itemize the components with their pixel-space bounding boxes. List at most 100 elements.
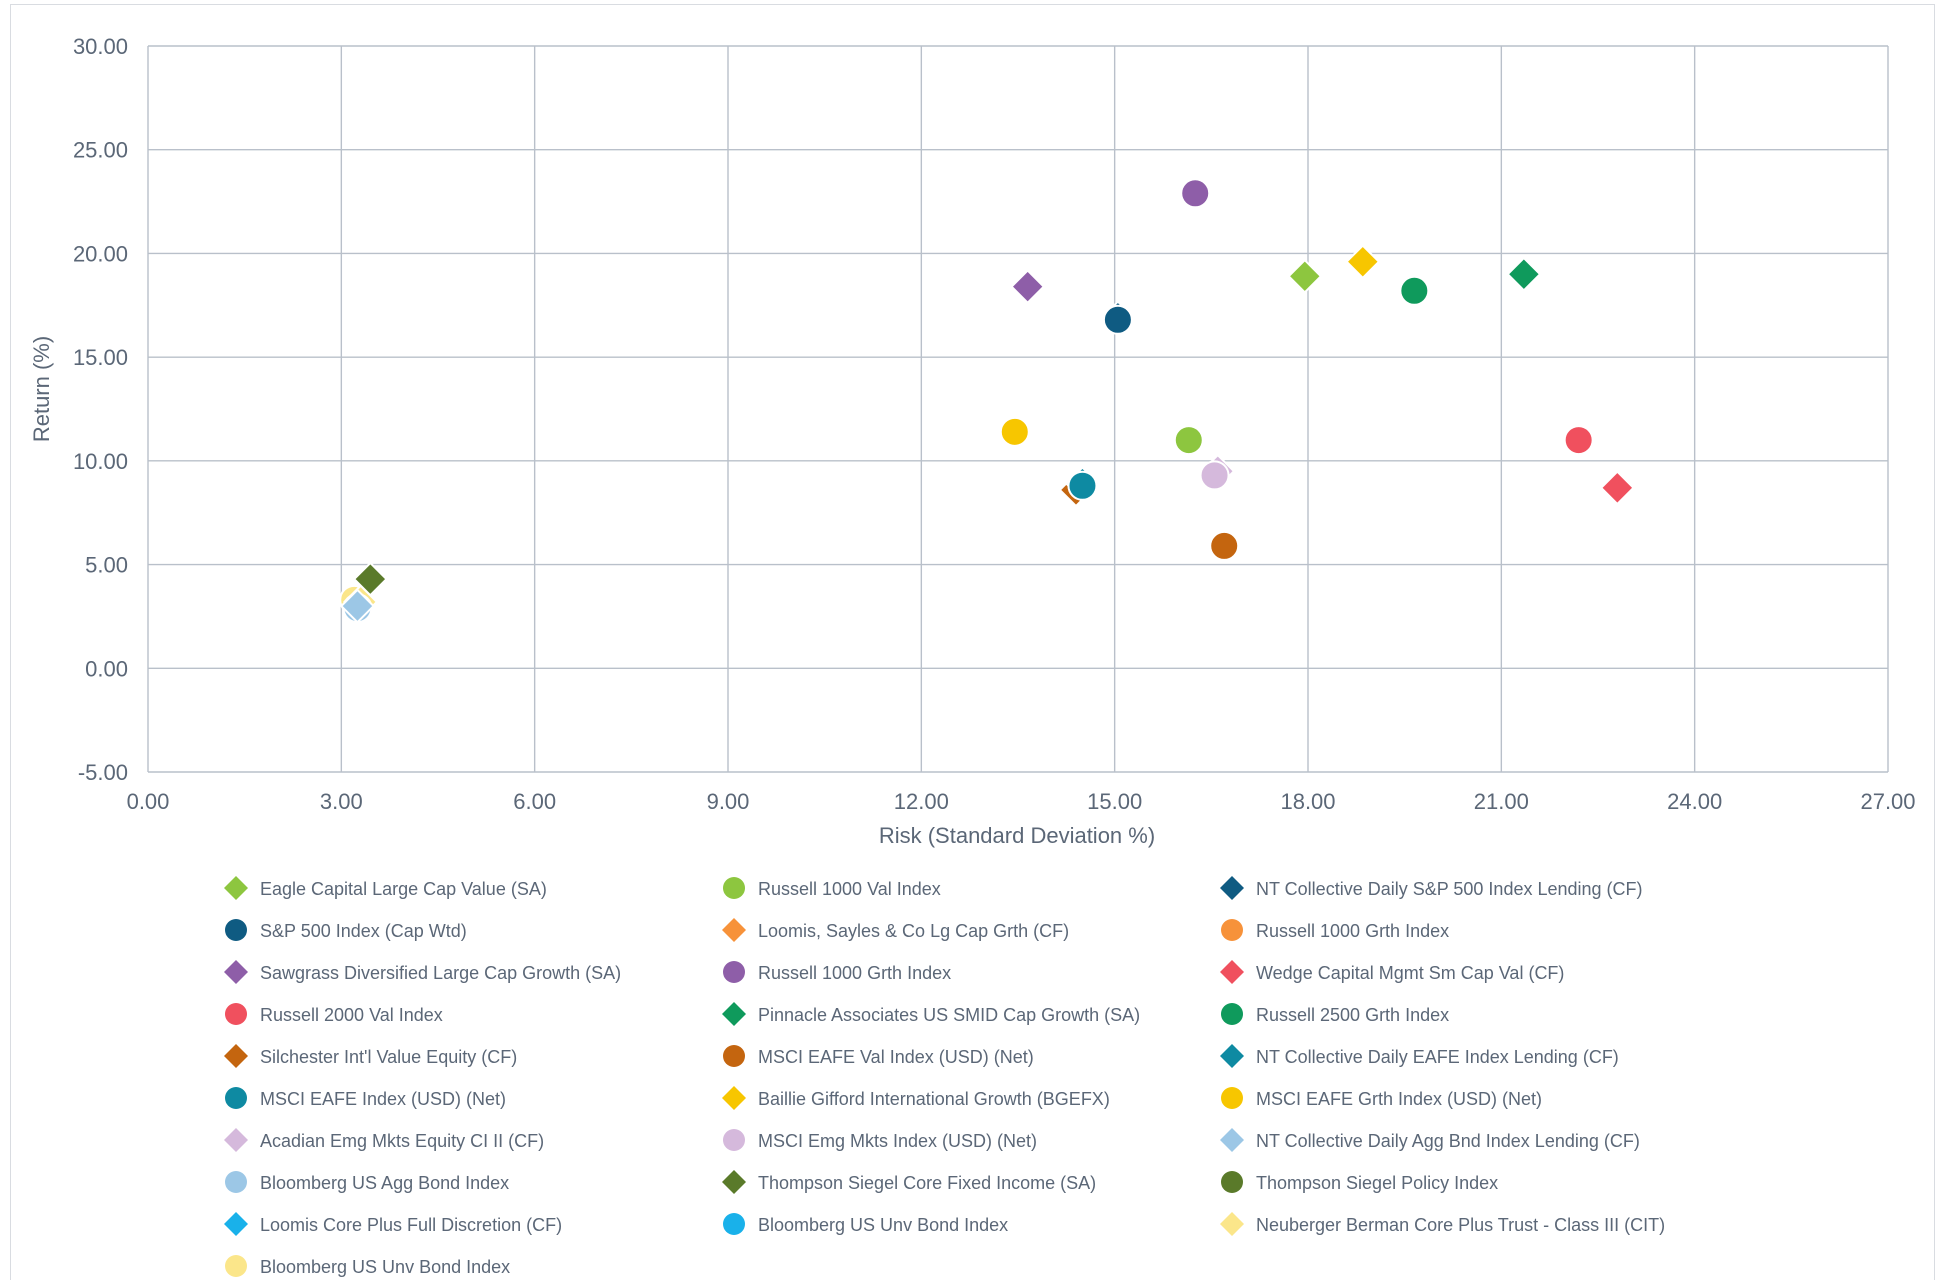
legend-item[interactable]: Silchester Int'l Value Equity (CF) xyxy=(224,1044,517,1068)
legend-label: Bloomberg US Unv Bond Index xyxy=(758,1215,1008,1235)
legend-label: Loomis Core Plus Full Discretion (CF) xyxy=(260,1215,562,1235)
legend-item[interactable]: Russell 1000 Grth Index xyxy=(1221,919,1449,941)
legend-circle-marker xyxy=(225,919,247,941)
legend-label: Eagle Capital Large Cap Value (SA) xyxy=(260,879,547,899)
legend-label: Russell 2000 Val Index xyxy=(260,1005,443,1025)
fund-point-6 xyxy=(1012,271,1044,303)
legend-item[interactable]: Russell 1000 Val Index xyxy=(723,877,941,899)
legend-item[interactable]: Bloomberg US Unv Bond Index xyxy=(723,1213,1008,1235)
y-tick-label: 0.00 xyxy=(85,656,128,681)
x-tick-label: 3.00 xyxy=(320,789,363,814)
legend-diamond-marker xyxy=(224,1044,248,1068)
y-tick-label: -5.00 xyxy=(78,760,128,785)
legend-item[interactable]: NT Collective Daily EAFE Index Lending (… xyxy=(1220,1044,1619,1068)
fund-point-16 xyxy=(1347,246,1379,278)
x-tick-label: 15.00 xyxy=(1087,789,1142,814)
legend-label: MSCI EAFE Grth Index (USD) (Net) xyxy=(1256,1089,1542,1109)
legend-diamond-marker xyxy=(1220,1128,1244,1152)
legend-circle-marker xyxy=(1221,1171,1243,1193)
legend-diamond-marker xyxy=(224,960,248,984)
legend-circle-marker xyxy=(1221,1003,1243,1025)
legend-circle-marker xyxy=(225,1171,247,1193)
legend: Eagle Capital Large Cap Value (SA) Russel… xyxy=(224,876,1665,1277)
legend-item[interactable]: Sawgrass Diversified Large Cap Growth (S… xyxy=(224,960,621,984)
legend-label: Pinnacle Associates US SMID Cap Growth (… xyxy=(758,1005,1140,1025)
x-tick-label: 18.00 xyxy=(1280,789,1335,814)
index-point-7 xyxy=(1181,179,1209,207)
legend-item[interactable]: Neuberger Berman Core Plus Trust - Class… xyxy=(1220,1212,1665,1236)
legend-item[interactable]: Russell 1000 Grth Index xyxy=(723,961,951,983)
legend-label: Loomis, Sayles & Co Lg Cap Grth (CF) xyxy=(758,921,1069,941)
legend-label: Bloomberg US Agg Bond Index xyxy=(260,1173,509,1193)
y-tick-label: 25.00 xyxy=(73,138,128,163)
legend-label: Neuberger Berman Core Plus Trust - Class… xyxy=(1256,1215,1665,1235)
legend-label: MSCI EAFE Val Index (USD) (Net) xyxy=(758,1047,1034,1067)
legend-item[interactable]: Loomis, Sayles & Co Lg Cap Grth (CF) xyxy=(722,918,1069,942)
legend-item[interactable]: MSCI EAFE Val Index (USD) (Net) xyxy=(723,1045,1034,1067)
legend-item[interactable]: Thompson Siegel Core Fixed Income (SA) xyxy=(722,1170,1096,1194)
legend-item[interactable]: S&P 500 Index (Cap Wtd) xyxy=(225,919,467,941)
index-point-19 xyxy=(1201,461,1229,489)
legend-item[interactable]: MSCI Emg Mkts Index (USD) (Net) xyxy=(723,1129,1037,1151)
legend-circle-marker xyxy=(723,1045,745,1067)
legend-item[interactable]: Eagle Capital Large Cap Value (SA) xyxy=(224,876,547,900)
legend-label: Russell 2500 Grth Index xyxy=(1256,1005,1449,1025)
legend-item[interactable]: Thompson Siegel Policy Index xyxy=(1221,1171,1498,1193)
legend-label: S&P 500 Index (Cap Wtd) xyxy=(260,921,467,941)
legend-item[interactable]: MSCI EAFE Grth Index (USD) (Net) xyxy=(1221,1087,1542,1109)
legend-label: Russell 1000 Grth Index xyxy=(758,963,951,983)
x-axis-title: Risk (Standard Deviation %) xyxy=(879,823,1155,848)
legend-label: NT Collective Daily EAFE Index Lending (… xyxy=(1256,1047,1619,1067)
legend-diamond-marker xyxy=(722,1170,746,1194)
legend-item[interactable]: NT Collective Daily Agg Bnd Index Lendin… xyxy=(1220,1128,1640,1152)
legend-item[interactable]: Russell 2000 Val Index xyxy=(225,1003,443,1025)
legend-diamond-marker xyxy=(1220,1212,1244,1236)
index-point-17 xyxy=(1001,418,1029,446)
x-tick-label: 0.00 xyxy=(127,789,170,814)
legend-diamond-marker xyxy=(1220,960,1244,984)
legend-label: Acadian Emg Mkts Equity CI II (CF) xyxy=(260,1131,544,1151)
legend-diamond-marker xyxy=(722,918,746,942)
legend-item[interactable]: Pinnacle Associates US SMID Cap Growth (… xyxy=(722,1002,1140,1026)
legend-label: Russell 1000 Grth Index xyxy=(1256,921,1449,941)
legend-label: Bloomberg US Unv Bond Index xyxy=(260,1257,510,1277)
x-tick-label: 24.00 xyxy=(1667,789,1722,814)
y-tick-label: 30.00 xyxy=(73,34,128,59)
legend-item[interactable]: Acadian Emg Mkts Equity CI II (CF) xyxy=(224,1128,544,1152)
legend-label: Thompson Siegel Policy Index xyxy=(1256,1173,1498,1193)
index-point-9 xyxy=(1565,426,1593,454)
legend-label: NT Collective Daily S&P 500 Index Lendin… xyxy=(1256,879,1643,899)
legend-diamond-marker xyxy=(722,1002,746,1026)
legend-circle-marker xyxy=(723,877,745,899)
legend-item[interactable]: NT Collective Daily S&P 500 Index Lendin… xyxy=(1220,876,1643,900)
legend-item[interactable]: Baillie Gifford International Growth (BG… xyxy=(722,1086,1110,1110)
fund-point-0 xyxy=(1289,260,1321,292)
legend-diamond-marker xyxy=(1220,876,1244,900)
legend-diamond-marker xyxy=(224,1212,248,1236)
y-tick-label: 20.00 xyxy=(73,241,128,266)
legend-item[interactable]: Loomis Core Plus Full Discretion (CF) xyxy=(224,1212,562,1236)
legend-item[interactable]: Bloomberg US Agg Bond Index xyxy=(225,1171,509,1193)
legend-item[interactable]: Russell 2500 Grth Index xyxy=(1221,1003,1449,1025)
x-tick-label: 6.00 xyxy=(513,789,556,814)
legend-diamond-marker xyxy=(224,876,248,900)
index-point-11 xyxy=(1400,277,1428,305)
legend-label: Russell 1000 Val Index xyxy=(758,879,941,899)
legend-label: Baillie Gifford International Growth (BG… xyxy=(758,1089,1110,1109)
legend-circle-marker xyxy=(723,961,745,983)
y-axis-ticks: -5.00 0.00 5.00 10.00 15.00 20.00 25.00 30.00 xyxy=(73,34,128,785)
x-tick-label: 27.00 xyxy=(1860,789,1915,814)
x-tick-label: 12.00 xyxy=(894,789,949,814)
legend-item[interactable]: MSCI EAFE Index (USD) (Net) xyxy=(225,1087,506,1109)
legend-item[interactable]: Bloomberg US Unv Bond Index xyxy=(225,1255,510,1277)
legend-circle-marker xyxy=(723,1129,745,1151)
index-point-15 xyxy=(1068,472,1096,500)
legend-item[interactable]: Wedge Capital Mgmt Sm Cap Val (CF) xyxy=(1220,960,1564,984)
legend-diamond-marker xyxy=(224,1128,248,1152)
legend-label: Wedge Capital Mgmt Sm Cap Val (CF) xyxy=(1256,963,1564,983)
legend-diamond-marker xyxy=(1220,1044,1244,1068)
legend-circle-marker xyxy=(1221,1087,1243,1109)
legend-label: Sawgrass Diversified Large Cap Growth (S… xyxy=(260,963,621,983)
legend-label: MSCI EAFE Index (USD) (Net) xyxy=(260,1089,506,1109)
